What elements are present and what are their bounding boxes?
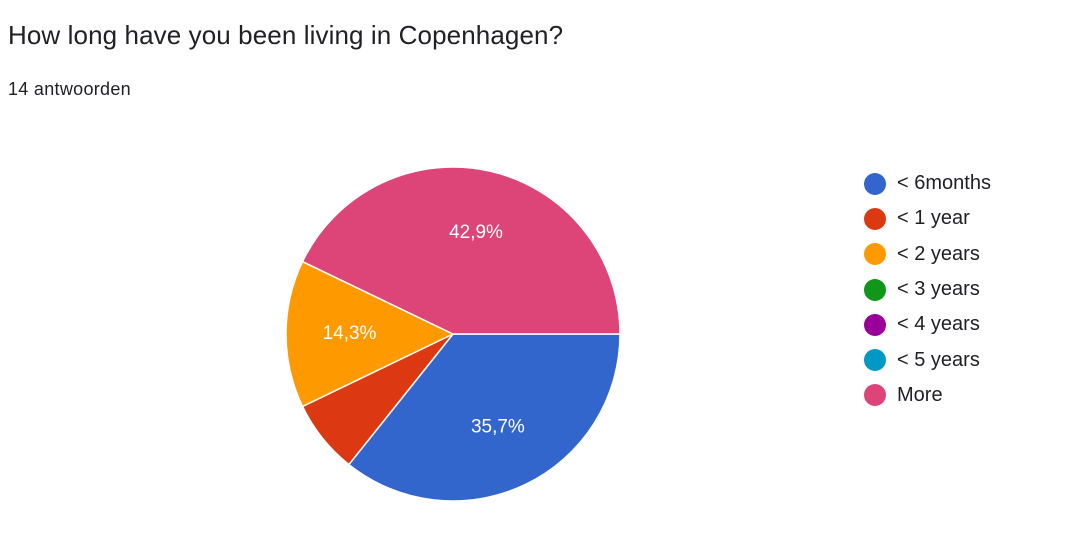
response-count: 14 antwoorden bbox=[8, 79, 131, 99]
legend-label: < 6months bbox=[897, 172, 991, 195]
legend-swatch-icon bbox=[864, 243, 886, 266]
legend-swatch-icon bbox=[864, 384, 886, 407]
legend-item: < 5 years bbox=[864, 342, 991, 377]
legend-swatch-icon bbox=[864, 207, 886, 230]
chart-legend: < 6months < 1 year < 2 years < 3 years < 4 y… bbox=[864, 166, 991, 413]
question-title: How long have you been living in Copenha… bbox=[8, 20, 564, 50]
pie-slice-6 bbox=[301, 166, 621, 335]
legend-swatch-icon bbox=[864, 172, 886, 195]
legend-label: < 4 years bbox=[897, 313, 980, 336]
legend-item: < 3 years bbox=[864, 272, 991, 307]
legend-label: More bbox=[897, 383, 943, 406]
slice-label-6: 42,9% bbox=[449, 222, 503, 243]
legend-label: < 2 years bbox=[897, 242, 980, 265]
legend-swatch-icon bbox=[864, 278, 886, 301]
legend-swatch-icon bbox=[864, 313, 886, 336]
slice-label-2: 14,3% bbox=[323, 323, 377, 344]
pie-slice-2 bbox=[285, 260, 454, 408]
legend-label: < 1 year bbox=[897, 207, 970, 230]
legend-label: < 5 years bbox=[897, 348, 980, 371]
legend-item: More bbox=[864, 378, 991, 413]
legend-item: < 2 years bbox=[864, 237, 991, 272]
legend-item: < 4 years bbox=[864, 307, 991, 342]
legend-item: < 6months bbox=[864, 166, 991, 201]
legend-label: < 3 years bbox=[897, 278, 980, 301]
legend-swatch-icon bbox=[864, 349, 886, 372]
slice-label-0: 35,7% bbox=[471, 416, 525, 437]
legend-item: < 1 year bbox=[864, 201, 991, 236]
pie-slice-0 bbox=[348, 333, 621, 502]
